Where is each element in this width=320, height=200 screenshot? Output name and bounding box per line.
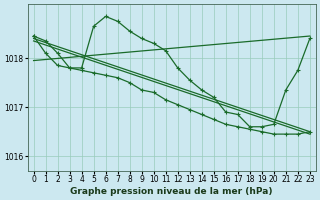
X-axis label: Graphe pression niveau de la mer (hPa): Graphe pression niveau de la mer (hPa) [70, 187, 273, 196]
